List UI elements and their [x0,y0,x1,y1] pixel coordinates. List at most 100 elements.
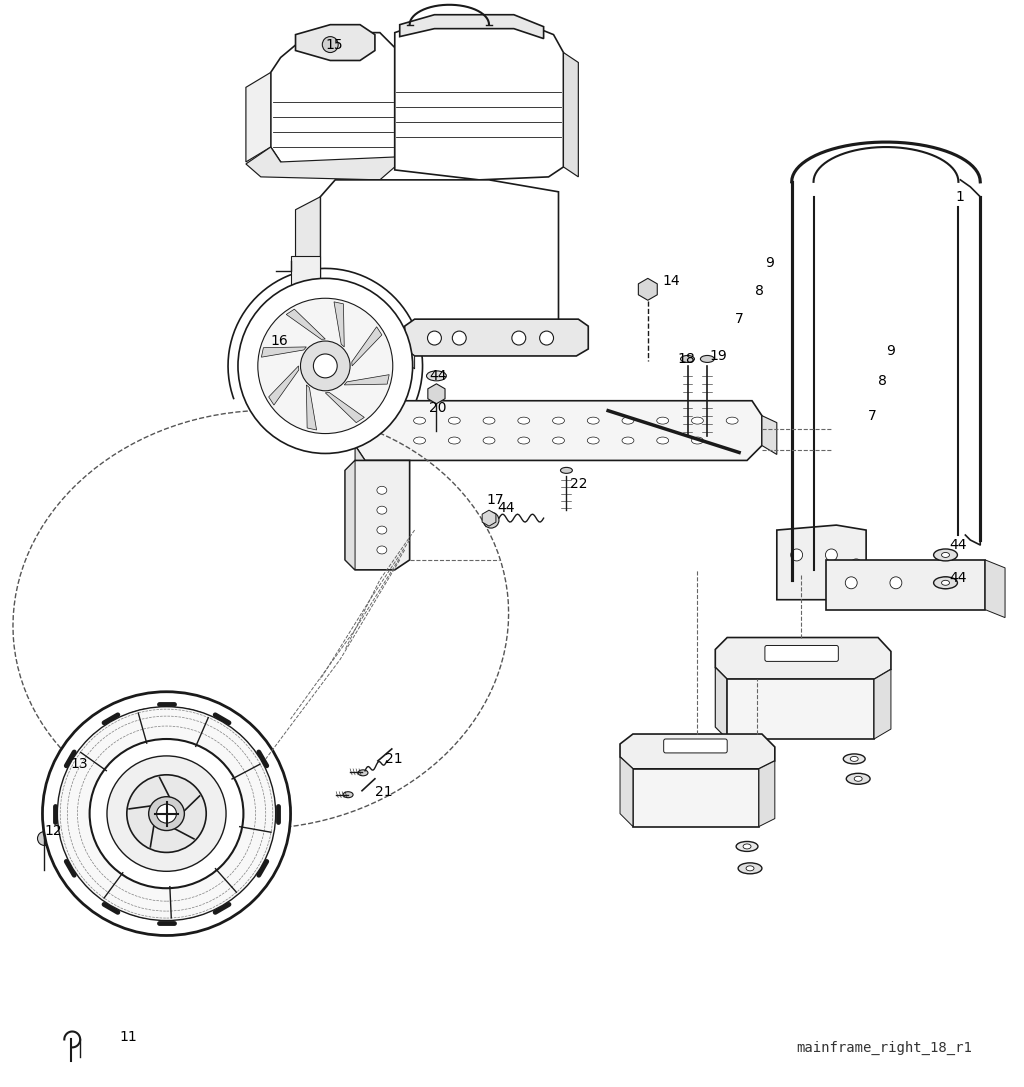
Ellipse shape [553,437,564,443]
Text: 22: 22 [570,477,588,491]
PathPatch shape [355,401,762,461]
Ellipse shape [588,417,599,424]
Ellipse shape [449,437,460,443]
Circle shape [940,577,951,589]
PathPatch shape [326,392,365,423]
Ellipse shape [560,467,572,473]
FancyBboxPatch shape [765,646,839,661]
PathPatch shape [345,461,355,570]
PathPatch shape [399,15,544,39]
Text: 44: 44 [429,368,447,383]
Ellipse shape [854,776,862,782]
Circle shape [512,332,525,345]
Text: 21: 21 [375,785,392,799]
PathPatch shape [826,560,985,610]
Text: 14: 14 [663,274,680,288]
Text: 1: 1 [955,190,965,203]
PathPatch shape [759,761,775,826]
Ellipse shape [656,417,669,424]
Circle shape [258,298,393,434]
Ellipse shape [622,437,634,443]
PathPatch shape [404,320,588,355]
Ellipse shape [377,507,387,514]
Text: 19: 19 [710,349,727,363]
Text: 20: 20 [429,401,447,415]
Circle shape [483,512,499,528]
PathPatch shape [344,375,389,385]
Ellipse shape [343,791,353,798]
Ellipse shape [358,770,368,776]
Text: 11: 11 [120,1030,137,1045]
PathPatch shape [246,147,395,179]
Ellipse shape [414,417,426,424]
Circle shape [323,37,338,52]
Ellipse shape [941,580,949,585]
Text: 44: 44 [949,571,967,585]
Ellipse shape [414,437,426,443]
Text: 13: 13 [71,757,88,771]
PathPatch shape [345,461,410,570]
Ellipse shape [377,486,387,495]
Circle shape [540,332,554,345]
PathPatch shape [395,21,563,179]
PathPatch shape [777,525,866,600]
Ellipse shape [934,549,957,561]
PathPatch shape [985,560,1005,617]
PathPatch shape [620,734,775,769]
Ellipse shape [483,417,495,424]
Ellipse shape [377,546,387,554]
PathPatch shape [404,349,415,368]
Text: 12: 12 [44,824,62,837]
Text: 21: 21 [385,752,402,766]
Ellipse shape [736,841,758,851]
Circle shape [845,577,857,589]
Circle shape [238,278,413,453]
PathPatch shape [268,366,299,405]
Ellipse shape [746,866,754,871]
Ellipse shape [553,417,564,424]
PathPatch shape [334,302,344,347]
Ellipse shape [691,417,703,424]
Ellipse shape [483,437,495,443]
Ellipse shape [934,577,957,589]
Circle shape [38,832,51,846]
PathPatch shape [352,327,382,366]
PathPatch shape [296,25,375,61]
Text: 44: 44 [949,538,967,552]
PathPatch shape [633,769,759,826]
PathPatch shape [306,385,316,430]
Ellipse shape [449,417,460,424]
Ellipse shape [157,804,176,823]
PathPatch shape [727,679,874,739]
Circle shape [453,332,466,345]
Ellipse shape [656,437,669,443]
Ellipse shape [743,844,751,849]
Circle shape [890,577,902,589]
PathPatch shape [620,757,633,826]
Ellipse shape [941,552,949,558]
Ellipse shape [427,371,446,380]
Circle shape [427,332,441,345]
Ellipse shape [588,437,599,443]
PathPatch shape [287,309,326,339]
Ellipse shape [850,757,858,761]
Ellipse shape [700,355,715,362]
Ellipse shape [518,417,529,424]
Ellipse shape [377,526,387,534]
PathPatch shape [291,257,321,291]
Ellipse shape [518,437,529,443]
Ellipse shape [127,775,206,852]
Text: 18: 18 [678,352,695,366]
Ellipse shape [691,437,703,443]
Ellipse shape [42,691,291,936]
Circle shape [300,341,350,391]
Circle shape [850,559,862,571]
PathPatch shape [716,667,727,739]
Text: 15: 15 [326,38,343,51]
Circle shape [313,354,337,378]
PathPatch shape [762,415,777,454]
Ellipse shape [844,754,865,764]
Text: 7: 7 [868,409,877,423]
PathPatch shape [355,446,365,490]
Ellipse shape [681,355,694,362]
